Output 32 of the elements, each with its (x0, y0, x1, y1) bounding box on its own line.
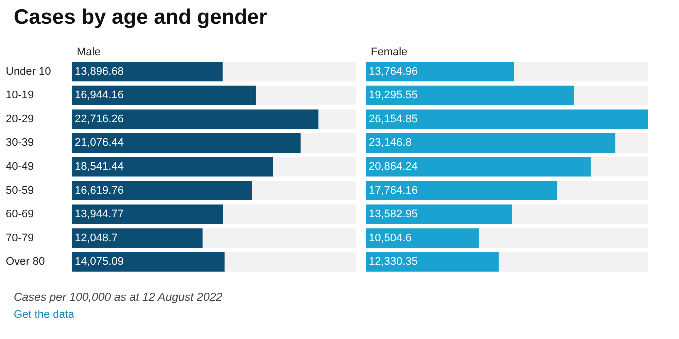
data-label: 18,541.44 (75, 161, 124, 173)
data-label: 13,896.68 (75, 66, 124, 78)
data-label: 26,154.85 (369, 113, 418, 126)
chart-subtitle: Male (77, 46, 101, 58)
data-label: 16,619.76 (75, 184, 124, 197)
y-tick-label: 70-79 (6, 232, 34, 244)
data-label: 10,504.6 (369, 232, 412, 244)
y-tick-label: 40-49 (6, 161, 34, 173)
data-label: 13,764.96 (369, 66, 418, 78)
y-tick-label: 20-29 (6, 113, 34, 126)
y-tick-label: 50-59 (6, 184, 34, 197)
data-label: 17,764.16 (369, 184, 418, 197)
data-label: 19,295.55 (369, 90, 418, 102)
data-label: 20,864.24 (369, 161, 418, 173)
text: Get the data (14, 309, 76, 321)
data-label: 16,944.16 (75, 90, 124, 102)
data-label: 14,075.09 (75, 256, 124, 268)
data-label: 12,330.35 (369, 256, 418, 268)
text: Cases per 100,000 as at 12 August 2022 (14, 292, 223, 304)
y-tick-label: 30-39 (6, 137, 34, 150)
data-label: 21,076.44 (75, 137, 124, 150)
y-tick-label: 10-19 (6, 90, 34, 102)
chart-title: Cases by age and gender (14, 6, 268, 30)
data-label: 23,146.8 (369, 137, 412, 150)
y-tick-label: 60-69 (6, 208, 34, 221)
data-label: 22,716.26 (75, 113, 124, 126)
y-tick-label: Over 80 (6, 256, 46, 268)
data-label: 12,048.7 (75, 232, 118, 244)
data-label: 13,944.77 (75, 208, 124, 221)
y-tick-label: Under 10 (6, 66, 52, 78)
data-label: 13,582.95 (369, 208, 418, 221)
chart-subtitle: Female (371, 46, 408, 58)
